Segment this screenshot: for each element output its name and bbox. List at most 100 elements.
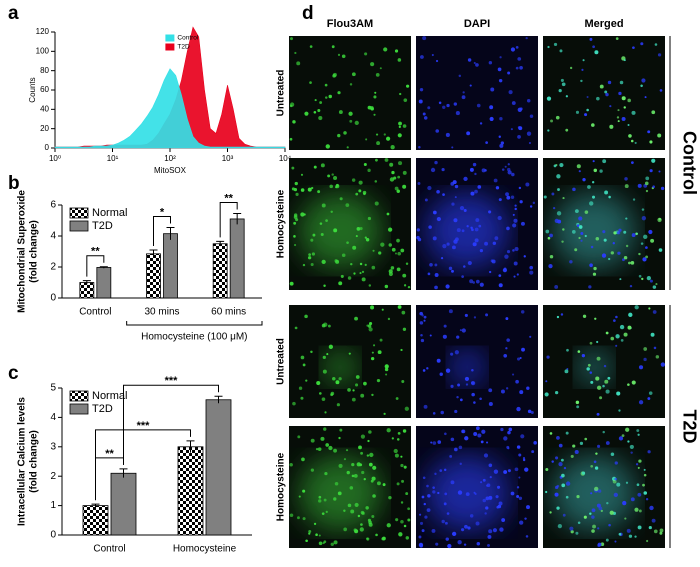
panel-label: d <box>302 3 314 24</box>
cell-dot <box>456 335 460 339</box>
cell-dot <box>623 230 627 234</box>
cell-dot <box>405 492 409 495</box>
cell-dot <box>370 107 374 111</box>
cell-dot <box>304 314 308 319</box>
cell-dot <box>343 509 346 512</box>
cell-dot <box>525 36 528 40</box>
cell-dot <box>652 285 657 289</box>
cell-dot <box>503 470 508 474</box>
cell-dot <box>423 315 427 319</box>
cell-dot <box>419 321 424 325</box>
cell-dot <box>407 285 411 289</box>
cell-dot <box>431 528 436 533</box>
cell-dot <box>397 305 402 309</box>
cell-dot <box>499 56 502 59</box>
bar <box>205 399 232 536</box>
group-bracket <box>126 321 263 326</box>
cell-dot <box>327 174 331 178</box>
cell-dot <box>333 540 338 545</box>
micrograph-background <box>289 36 411 150</box>
cell-dot <box>491 259 496 264</box>
cell-dot <box>617 120 620 123</box>
cell-dot <box>359 262 363 266</box>
cell-dot <box>595 237 600 241</box>
cell-dot <box>555 456 559 460</box>
cell-dot <box>310 238 314 242</box>
cell-dot <box>550 119 553 123</box>
cell-dot <box>526 386 530 390</box>
cell-dot <box>621 96 626 101</box>
cell-dot <box>328 94 332 99</box>
cell-dot <box>485 496 490 501</box>
row-label: Untreated <box>276 338 287 385</box>
cell-dot <box>612 479 617 484</box>
cell-dot <box>659 89 663 92</box>
cell-dot <box>658 170 661 173</box>
cell-dot <box>475 521 480 526</box>
cell-dot <box>482 478 486 482</box>
cell-dot <box>318 499 322 503</box>
cell-dot <box>618 436 624 441</box>
cell-dot <box>558 462 563 467</box>
cell-dot <box>648 307 651 310</box>
cell-dot <box>328 344 334 349</box>
cell-dot <box>291 166 295 170</box>
cell-dot <box>421 495 425 499</box>
error-bar <box>214 395 223 404</box>
cell-dot <box>464 436 469 441</box>
cell-dot <box>391 170 395 175</box>
cell-dot <box>429 334 432 337</box>
cell-dot <box>437 491 440 495</box>
bar <box>177 446 204 536</box>
cell-dot <box>374 180 378 183</box>
significance-label: *** <box>165 375 179 387</box>
cell-dot <box>574 248 578 252</box>
cell-dot <box>514 467 519 472</box>
cell-dot <box>604 90 608 94</box>
cell-dot <box>561 240 564 243</box>
cell-dot <box>402 184 407 189</box>
cell-dot <box>386 523 391 528</box>
cell-dot <box>436 358 441 363</box>
cell-dot <box>354 316 358 321</box>
cell-dot <box>475 218 480 223</box>
bar <box>96 267 112 299</box>
cell-dot <box>472 242 477 247</box>
x-tick-label: Homocysteine <box>173 544 237 555</box>
cell-dot <box>609 124 614 129</box>
cell-dot <box>310 350 313 354</box>
cell-dot <box>435 542 439 546</box>
cell-dot <box>313 165 317 169</box>
micrograph <box>543 305 666 418</box>
cell-dot <box>557 188 560 191</box>
cell-dot <box>441 167 445 172</box>
cell-dot <box>525 535 529 538</box>
cell-dot <box>631 233 636 238</box>
cell-dot <box>505 317 509 321</box>
cell-dot <box>407 518 411 522</box>
cell-dot <box>479 248 483 253</box>
cell-dot <box>317 109 321 113</box>
cell-dot <box>551 192 555 196</box>
cell-dot <box>561 82 566 87</box>
bar <box>110 472 137 536</box>
cell-dot <box>346 241 349 244</box>
cell-dot <box>400 520 404 524</box>
cell-dot <box>371 476 376 481</box>
cell-dot <box>343 458 347 461</box>
cell-dot <box>522 456 526 460</box>
cell-dot <box>610 251 614 255</box>
cell-dot <box>401 380 405 384</box>
cell-dot <box>406 84 410 88</box>
cell-dot <box>307 256 312 260</box>
cell-dot <box>318 534 321 537</box>
cell-dot <box>293 188 298 192</box>
cell-dot <box>485 141 488 144</box>
cell-dot <box>549 432 553 435</box>
cell-dot <box>323 322 328 327</box>
cell-dot <box>461 528 465 532</box>
cell-dot <box>644 96 647 99</box>
cell-dot <box>545 490 548 494</box>
cell-dot <box>469 279 474 284</box>
cell-dot <box>351 178 356 182</box>
